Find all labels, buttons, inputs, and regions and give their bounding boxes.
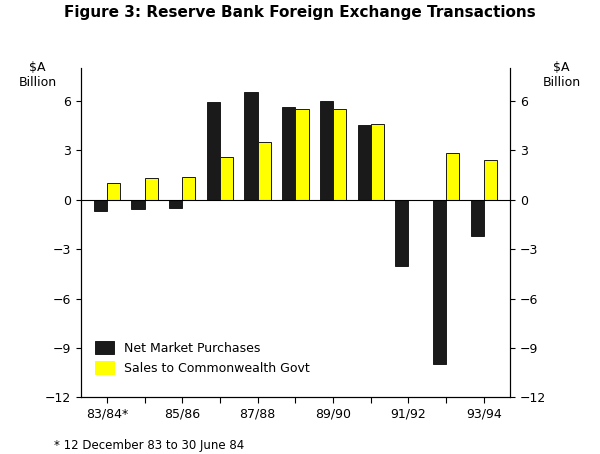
Bar (395, 200, 409, 266)
Bar (282, 107, 295, 200)
Text: * 12 December 83 to 30 June 84: * 12 December 83 to 30 June 84 (54, 439, 244, 452)
Bar (207, 102, 220, 200)
Bar (320, 101, 333, 200)
Bar (295, 109, 308, 200)
Bar (358, 125, 371, 200)
Bar (182, 177, 196, 200)
Bar (333, 109, 346, 200)
Y-axis label: $A
Billion: $A Billion (542, 61, 581, 89)
Bar (257, 142, 271, 200)
Bar (484, 160, 497, 200)
Bar (470, 200, 484, 236)
Bar (169, 200, 182, 208)
Bar (220, 157, 233, 200)
Bar (433, 200, 446, 365)
Bar (107, 183, 120, 200)
Legend: Net Market Purchases, Sales to Commonwealth Govt: Net Market Purchases, Sales to Commonwea… (95, 341, 310, 375)
Bar (145, 178, 158, 200)
Bar (244, 93, 257, 200)
Y-axis label: $A
Billion: $A Billion (19, 61, 56, 89)
Bar (131, 200, 145, 209)
Bar (94, 200, 107, 211)
Text: Figure 3: Reserve Bank Foreign Exchange Transactions: Figure 3: Reserve Bank Foreign Exchange … (64, 5, 536, 20)
Bar (446, 153, 459, 200)
Bar (371, 124, 384, 200)
